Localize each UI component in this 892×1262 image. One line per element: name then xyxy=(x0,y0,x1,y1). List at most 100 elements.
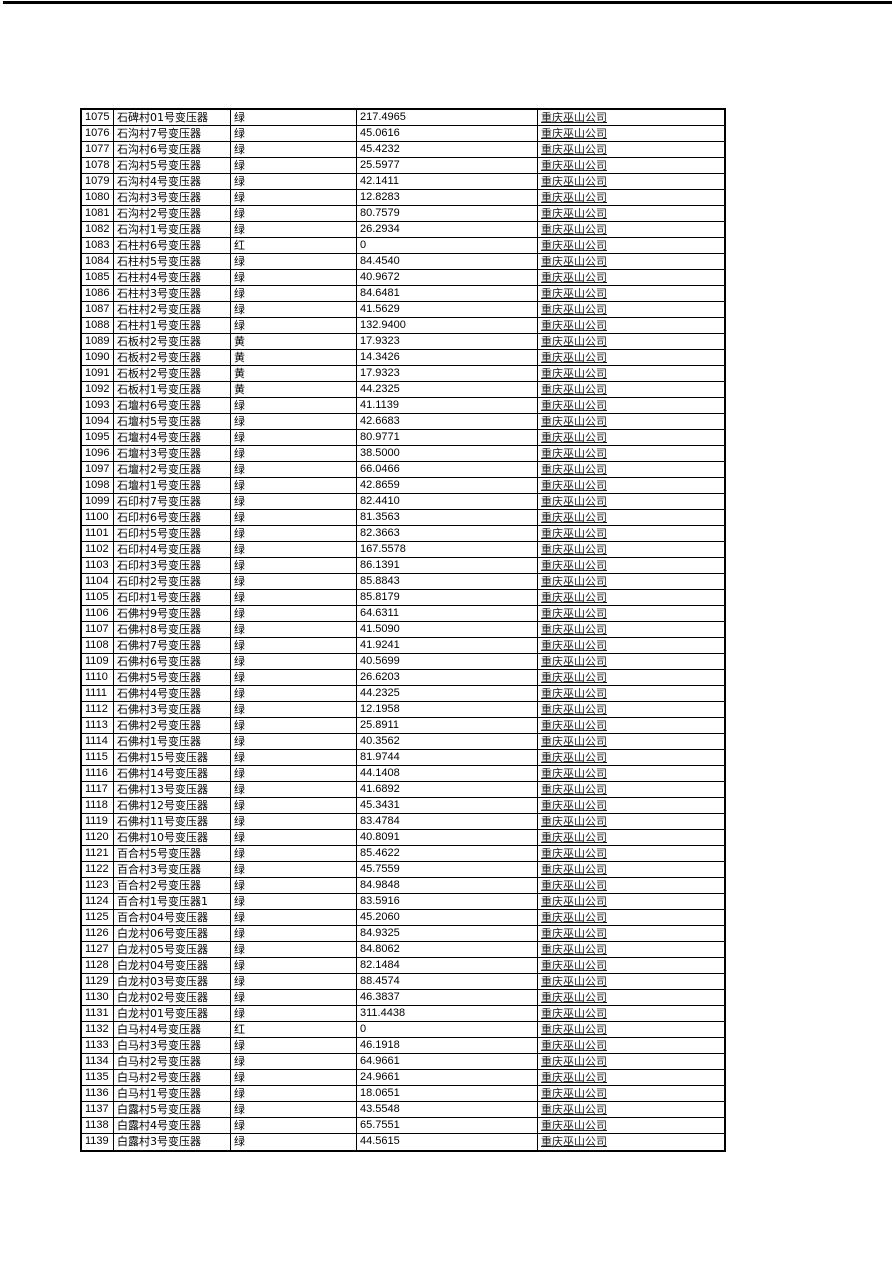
company-link[interactable]: 重庆巫山公司 xyxy=(538,542,724,558)
company-link[interactable]: 重庆巫山公司 xyxy=(538,1022,724,1038)
company-link[interactable]: 重庆巫山公司 xyxy=(538,958,724,974)
row-id-cell: 1138 xyxy=(82,1118,114,1134)
company-link[interactable]: 重庆巫山公司 xyxy=(538,526,724,542)
company-link[interactable]: 重庆巫山公司 xyxy=(538,334,724,350)
company-link[interactable]: 重庆巫山公司 xyxy=(538,302,724,318)
company-link[interactable]: 重庆巫山公司 xyxy=(538,382,724,398)
company-link[interactable]: 重庆巫山公司 xyxy=(538,1086,724,1102)
company-link[interactable]: 重庆巫山公司 xyxy=(538,670,724,686)
row-id-cell: 1109 xyxy=(82,654,114,670)
company-link[interactable]: 重庆巫山公司 xyxy=(538,622,724,638)
transformer-name-cell: 白马村2号变压器 xyxy=(114,1070,231,1086)
company-link[interactable]: 重庆巫山公司 xyxy=(538,846,724,862)
company-link[interactable]: 重庆巫山公司 xyxy=(538,926,724,942)
load-value-cell: 311.4438 xyxy=(357,1006,538,1022)
company-link[interactable]: 重庆巫山公司 xyxy=(538,110,724,126)
table-row: 1075 石碑村01号变压器绿 217.4965 重庆巫山公司 xyxy=(82,110,724,126)
company-link[interactable]: 重庆巫山公司 xyxy=(538,686,724,702)
company-link[interactable]: 重庆巫山公司 xyxy=(538,590,724,606)
company-link[interactable]: 重庆巫山公司 xyxy=(538,126,724,142)
company-link[interactable]: 重庆巫山公司 xyxy=(538,430,724,446)
company-link[interactable]: 重庆巫山公司 xyxy=(538,286,724,302)
company-link[interactable]: 重庆巫山公司 xyxy=(538,878,724,894)
table-row: 1081 石沟村2号变压器绿 80.7579 重庆巫山公司 xyxy=(82,206,724,222)
company-link[interactable]: 重庆巫山公司 xyxy=(538,1118,724,1134)
company-link[interactable]: 重庆巫山公司 xyxy=(538,142,724,158)
company-link[interactable]: 重庆巫山公司 xyxy=(538,942,724,958)
company-link[interactable]: 重庆巫山公司 xyxy=(538,862,724,878)
table-row: 1086 石柱村3号变压器绿 84.6481 重庆巫山公司 xyxy=(82,286,724,302)
table-row: 1116 石佛村14号变压器绿 44.1408 重庆巫山公司 xyxy=(82,766,724,782)
company-link[interactable]: 重庆巫山公司 xyxy=(538,1054,724,1070)
company-link[interactable]: 重庆巫山公司 xyxy=(538,734,724,750)
company-link[interactable]: 重庆巫山公司 xyxy=(538,478,724,494)
company-link[interactable]: 重庆巫山公司 xyxy=(538,974,724,990)
row-id-cell: 1130 xyxy=(82,990,114,1006)
load-value-cell: 41.5090 xyxy=(357,622,538,638)
transformer-name-cell: 石印村3号变压器 xyxy=(114,558,231,574)
company-link[interactable]: 重庆巫山公司 xyxy=(538,814,724,830)
status-color-cell: 绿 xyxy=(231,846,357,862)
company-link[interactable]: 重庆巫山公司 xyxy=(538,190,724,206)
row-id-cell: 1134 xyxy=(82,1054,114,1070)
table-row: 1084 石柱村5号变压器绿 84.4540 重庆巫山公司 xyxy=(82,254,724,270)
table-row: 1106 石佛村9号变压器绿 64.6311 重庆巫山公司 xyxy=(82,606,724,622)
company-link[interactable]: 重庆巫山公司 xyxy=(538,1006,724,1022)
table-row: 1124 百合村1号变压器1 绿 83.5916 重庆巫山公司 xyxy=(82,894,724,910)
row-id-cell: 1085 xyxy=(82,270,114,286)
company-link[interactable]: 重庆巫山公司 xyxy=(538,654,724,670)
load-value-cell: 45.7559 xyxy=(357,862,538,878)
status-color-cell: 绿 xyxy=(231,1006,357,1022)
company-link[interactable]: 重庆巫山公司 xyxy=(538,462,724,478)
transformer-name-cell: 白露村5号变压器 xyxy=(114,1102,231,1118)
transformer-name-cell: 石沟村2号变压器 xyxy=(114,206,231,222)
company-link[interactable]: 重庆巫山公司 xyxy=(538,798,724,814)
company-link[interactable]: 重庆巫山公司 xyxy=(538,222,724,238)
company-link[interactable]: 重庆巫山公司 xyxy=(538,414,724,430)
status-color-cell: 绿 xyxy=(231,990,357,1006)
transformer-name-cell: 石柱村2号变压器 xyxy=(114,302,231,318)
table-row: 1078 石沟村5号变压器绿 25.5977 重庆巫山公司 xyxy=(82,158,724,174)
load-value-cell: 45.4232 xyxy=(357,142,538,158)
transformer-name-cell: 石印村1号变压器 xyxy=(114,590,231,606)
company-link[interactable]: 重庆巫山公司 xyxy=(538,910,724,926)
company-link[interactable]: 重庆巫山公司 xyxy=(538,158,724,174)
company-link[interactable]: 重庆巫山公司 xyxy=(538,1070,724,1086)
company-link[interactable]: 重庆巫山公司 xyxy=(538,830,724,846)
load-value-cell: 65.7551 xyxy=(357,1118,538,1134)
company-link[interactable]: 重庆巫山公司 xyxy=(538,750,724,766)
company-link[interactable]: 重庆巫山公司 xyxy=(538,638,724,654)
company-link[interactable]: 重庆巫山公司 xyxy=(538,494,724,510)
load-value-cell: 84.9848 xyxy=(357,878,538,894)
company-link[interactable]: 重庆巫山公司 xyxy=(538,558,724,574)
company-link[interactable]: 重庆巫山公司 xyxy=(538,718,724,734)
company-link[interactable]: 重庆巫山公司 xyxy=(538,254,724,270)
transformer-name-cell: 石柱村5号变压器 xyxy=(114,254,231,270)
company-link[interactable]: 重庆巫山公司 xyxy=(538,366,724,382)
company-link[interactable]: 重庆巫山公司 xyxy=(538,702,724,718)
transformer-name-cell: 白龙村05号变压器 xyxy=(114,942,231,958)
company-link[interactable]: 重庆巫山公司 xyxy=(538,270,724,286)
company-link[interactable]: 重庆巫山公司 xyxy=(538,606,724,622)
company-link[interactable]: 重庆巫山公司 xyxy=(538,318,724,334)
company-link[interactable]: 重庆巫山公司 xyxy=(538,174,724,190)
status-color-cell: 绿 xyxy=(231,974,357,990)
table-row: 1098 石壇村1号变压器绿 42.8659 重庆巫山公司 xyxy=(82,478,724,494)
company-link[interactable]: 重庆巫山公司 xyxy=(538,398,724,414)
company-link[interactable]: 重庆巫山公司 xyxy=(538,1038,724,1054)
company-link[interactable]: 重庆巫山公司 xyxy=(538,206,724,222)
company-link[interactable]: 重庆巫山公司 xyxy=(538,574,724,590)
company-link[interactable]: 重庆巫山公司 xyxy=(538,766,724,782)
company-link[interactable]: 重庆巫山公司 xyxy=(538,446,724,462)
company-link[interactable]: 重庆巫山公司 xyxy=(538,350,724,366)
company-link[interactable]: 重庆巫山公司 xyxy=(538,238,724,254)
row-id-cell: 1137 xyxy=(82,1102,114,1118)
company-link[interactable]: 重庆巫山公司 xyxy=(538,1102,724,1118)
company-link[interactable]: 重庆巫山公司 xyxy=(538,894,724,910)
company-link[interactable]: 重庆巫山公司 xyxy=(541,1135,607,1148)
row-id-cell: 1092 xyxy=(82,382,114,398)
load-value-cell: 43.5548 xyxy=(357,1102,538,1118)
company-link[interactable]: 重庆巫山公司 xyxy=(538,510,724,526)
company-link[interactable]: 重庆巫山公司 xyxy=(538,782,724,798)
company-link[interactable]: 重庆巫山公司 xyxy=(538,990,724,1006)
